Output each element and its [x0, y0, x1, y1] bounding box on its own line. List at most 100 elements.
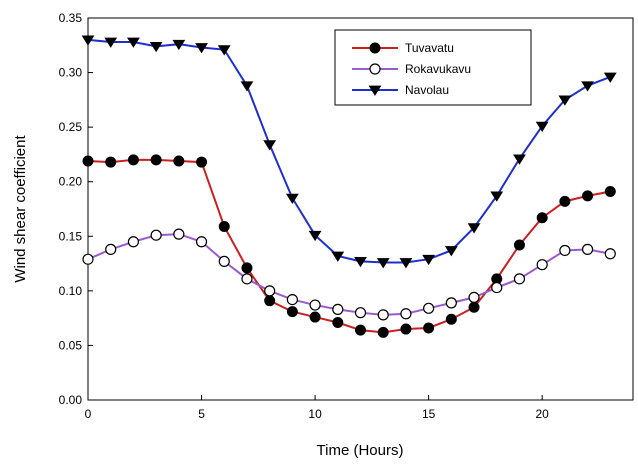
data-point [491, 281, 503, 294]
data-point [400, 323, 412, 335]
data-point [559, 244, 571, 257]
legend-items: Tuvavatu Rokavukavu Navolau [352, 41, 471, 97]
data-point [423, 322, 435, 334]
y-tick-label: 0.00 [59, 393, 83, 407]
data-point [218, 220, 230, 232]
legend-box [334, 29, 532, 106]
data-point [604, 248, 616, 260]
y-tick-label: 0.35 [59, 11, 83, 25]
x-tick-label: 0 [85, 407, 92, 421]
data-point [127, 236, 140, 248]
legend-marker [368, 85, 382, 96]
data-point [490, 191, 504, 202]
x-tick-label: 5 [198, 407, 205, 421]
data-point [196, 156, 208, 168]
x-tick-label: 10 [308, 407, 322, 421]
legend-item-rokavukavu: Rokavukavu [352, 62, 471, 76]
x-tick-label: 20 [535, 407, 549, 421]
data-point [263, 140, 277, 151]
data-point [377, 326, 389, 338]
data-point [468, 291, 480, 304]
data-point [82, 155, 94, 167]
data-point [217, 45, 231, 56]
data-point [581, 81, 594, 92]
series-tuvavatu [82, 154, 616, 338]
data-point [195, 236, 208, 248]
y-tick-label: 0.20 [59, 175, 83, 189]
data-point [218, 255, 230, 267]
data-point [445, 313, 457, 325]
data-point [105, 243, 117, 255]
data-point [309, 311, 321, 323]
data-point [377, 309, 389, 321]
legend-item-tuvavatu: Tuvavatu [352, 41, 454, 55]
data-point [104, 37, 118, 48]
data-point [604, 186, 616, 198]
data-point [444, 246, 458, 257]
data-point [105, 156, 117, 168]
data-point [535, 121, 549, 132]
data-point [467, 223, 481, 234]
y-tick-label: 0.15 [59, 229, 83, 243]
data-point [423, 302, 435, 314]
legend-marker [369, 42, 381, 54]
series-layer [81, 35, 617, 338]
data-point [150, 154, 162, 166]
data-point [376, 258, 390, 269]
y-axis-title: Wind shear coefficient [12, 135, 29, 283]
y-tick-label: 0.05 [59, 338, 83, 352]
y-axis: 0.00 0.05 0.10 0.15 0.20 0.25 0.30 0.35 [59, 11, 93, 407]
data-point [468, 301, 480, 313]
data-point [127, 154, 139, 166]
data-point [400, 308, 412, 320]
data-point [354, 257, 367, 268]
data-point [331, 251, 345, 262]
data-point [536, 259, 548, 271]
y-tick-label: 0.30 [59, 66, 83, 80]
legend-label: Tuvavatu [405, 41, 454, 55]
legend-item-navolau: Navolau [352, 83, 449, 97]
data-point [582, 190, 594, 202]
x-tick-label: 15 [422, 407, 436, 421]
data-point [286, 293, 298, 306]
data-point [285, 193, 299, 204]
data-point [603, 72, 617, 83]
data-point [399, 258, 413, 269]
data-point [422, 254, 436, 266]
legend-marker [369, 63, 381, 75]
data-point [286, 306, 298, 318]
y-tick-label: 0.25 [59, 120, 83, 134]
data-point [308, 230, 322, 242]
data-point [241, 262, 253, 274]
y-tick-label: 0.10 [59, 284, 83, 298]
data-point [581, 243, 594, 255]
data-point [309, 299, 321, 311]
data-point [513, 154, 526, 165]
legend-label: Rokavukavu [405, 62, 471, 76]
legend: Tuvavatu Rokavukavu Navolau [334, 29, 532, 106]
data-point [264, 285, 276, 297]
data-point [536, 212, 548, 224]
data-point [513, 239, 525, 251]
data-point [127, 37, 140, 48]
data-point [173, 155, 185, 167]
data-point [150, 229, 162, 241]
data-point [195, 43, 208, 54]
data-point [82, 253, 94, 265]
x-axis-title: Time (Hours) [317, 442, 404, 459]
series-rokavukavu [82, 228, 616, 321]
data-point [354, 307, 367, 319]
data-point [513, 273, 526, 285]
data-point [355, 324, 366, 336]
data-point [149, 42, 163, 53]
x-axis: 0 5 10 15 20 [85, 395, 549, 421]
data-point [241, 273, 253, 285]
data-point [558, 95, 572, 106]
data-point [264, 295, 276, 307]
data-point [332, 303, 344, 316]
data-point [240, 81, 254, 92]
data-point [332, 317, 344, 329]
data-point [172, 39, 186, 51]
data-point [445, 297, 457, 309]
